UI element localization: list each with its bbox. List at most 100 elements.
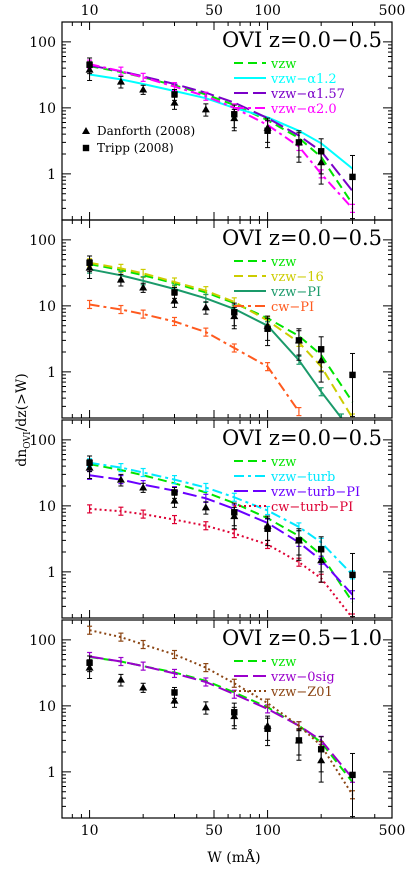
obs-point-triangle: [139, 85, 148, 93]
series-line-cw-pi: [89, 303, 300, 413]
panel-frame: [61, 619, 393, 819]
legend-label-vzw-z01: vzw−Z01: [270, 685, 333, 700]
y-tick-label: 10: [38, 499, 56, 515]
obs-point-square: [171, 91, 178, 98]
series-line-vzw: [89, 463, 354, 603]
obs-point-triangle: [139, 483, 148, 491]
obs-point-square: [317, 746, 325, 753]
series-line-vzw: [89, 263, 354, 403]
y-tick-label: 10: [38, 299, 56, 315]
obs-point-triangle: [170, 496, 179, 504]
obs-point-triangle: [170, 696, 179, 704]
obs-point-square: [317, 546, 325, 553]
observations-tripp-2008: [86, 455, 356, 618]
obs-point-square: [231, 509, 238, 516]
top-x-tick-label: 500: [379, 3, 406, 19]
top-axis-tick-labels: 10 50 100 500: [81, 3, 406, 19]
legend-label-vzw-pi: vzw−PI: [270, 285, 321, 300]
panel-title: OVI z=0.5−1.0: [222, 626, 382, 650]
obs-point-triangle: [139, 683, 148, 691]
obs-point-square: [171, 489, 178, 496]
obs-point-triangle: [116, 475, 125, 483]
obs-point-triangle: [201, 303, 210, 311]
observations-tripp-2008: [86, 655, 356, 818]
obs-point-triangle: [201, 105, 210, 113]
obs-point-square: [349, 371, 356, 379]
obs-point-square: [295, 537, 303, 544]
plot-area: [85, 57, 356, 220]
legend-label-vzw-2-0: vzw−α2.0: [270, 102, 337, 117]
obs-legend-label: Tripp (2008): [97, 141, 174, 155]
panel-title: OVI z=0.0−0.5: [222, 28, 382, 52]
y-tick-label: 1: [47, 167, 56, 183]
series-line-vzw-turb: [89, 461, 354, 576]
obs-point-square: [349, 771, 356, 779]
y-axis-label: dnOVI/dz(>W): [14, 373, 33, 466]
plot-area: [85, 625, 356, 818]
obs-point-triangle: [170, 98, 179, 106]
series-line-vzw-1-2: [89, 73, 354, 170]
obs-point-square: [264, 127, 271, 134]
series-line-vzw-2-0: [89, 63, 354, 210]
x-tick-label: 100: [254, 823, 281, 839]
obs-point-square: [317, 346, 325, 353]
y-tick-label: 1: [47, 365, 56, 381]
y-tick-label: 100: [29, 633, 56, 649]
panel-3: 1 10 100 OVI z=0.0−0.5 vzwvzw−turbvzw−turb−P…: [29, 419, 393, 619]
y-tick-label: 1: [47, 565, 56, 581]
plot-area: [85, 255, 356, 418]
obs-point-square: [86, 459, 93, 466]
obs-point-square: [264, 525, 271, 532]
panel-frame: [61, 219, 393, 419]
obs-point-square: [86, 659, 93, 666]
obs-point-square: [349, 173, 356, 181]
legend-label-vzw-0sig: vzw−0sig: [270, 670, 335, 685]
series-line-cw-turb-pi: [89, 507, 354, 618]
y-tick-label: 100: [29, 433, 56, 449]
y-tick-label: 10: [38, 101, 56, 117]
obs-point-square: [231, 111, 238, 118]
obs-point-triangle: [170, 296, 179, 304]
legend-label-cw-pi: cw−PI: [271, 300, 314, 315]
panel-title: OVI z=0.0−0.5: [222, 226, 382, 250]
legend-label-vzw-1-2: vzw−α1.2: [270, 72, 337, 87]
y-tick-label: 100: [29, 233, 56, 249]
x-tick-label: 50: [205, 823, 223, 839]
series-line-vzw-turb-pi: [89, 474, 354, 596]
top-x-tick-label: 10: [81, 3, 99, 19]
y-tick-label: 100: [29, 35, 56, 51]
obs-point-triangle: [116, 77, 125, 85]
x-axis-label: W (mÅ): [207, 848, 260, 866]
y-tick-label: 10: [38, 699, 56, 715]
legend-label-cw-turb-pi: cw−turb−PI: [271, 500, 353, 515]
obs-point-triangle: [116, 675, 125, 683]
series-line-vzw-0sig: [89, 655, 354, 779]
legend-label-vzw: vzw: [270, 655, 296, 670]
obs-point-square: [171, 289, 178, 296]
series-line-vzw-16: [89, 261, 354, 418]
y-axis-label-main: dn: [14, 449, 30, 467]
obs-point-square: [231, 709, 238, 716]
top-x-tick-label: 100: [254, 3, 281, 19]
obs-point-square: [86, 61, 93, 68]
obs-point-square: [171, 689, 178, 696]
panel-frame: [61, 419, 393, 619]
x-tick-label: 500: [379, 823, 406, 839]
panel-title: OVI z=0.0−0.5: [222, 426, 382, 450]
plot-area: [85, 455, 356, 618]
obs-point-square: [264, 325, 271, 332]
observations-tripp-2008: [86, 255, 356, 418]
y-axis-label-sub: OVI: [23, 431, 33, 449]
legend-label-vzw-1-57: vzw−α1.57: [270, 87, 345, 102]
obs-point-square: [317, 148, 325, 155]
obs-point-square: [231, 309, 238, 316]
panel-ticks: [61, 21, 393, 221]
obs-point-square: [86, 259, 93, 266]
obs-point-square: [295, 139, 303, 146]
obs-point-square: [295, 737, 303, 744]
